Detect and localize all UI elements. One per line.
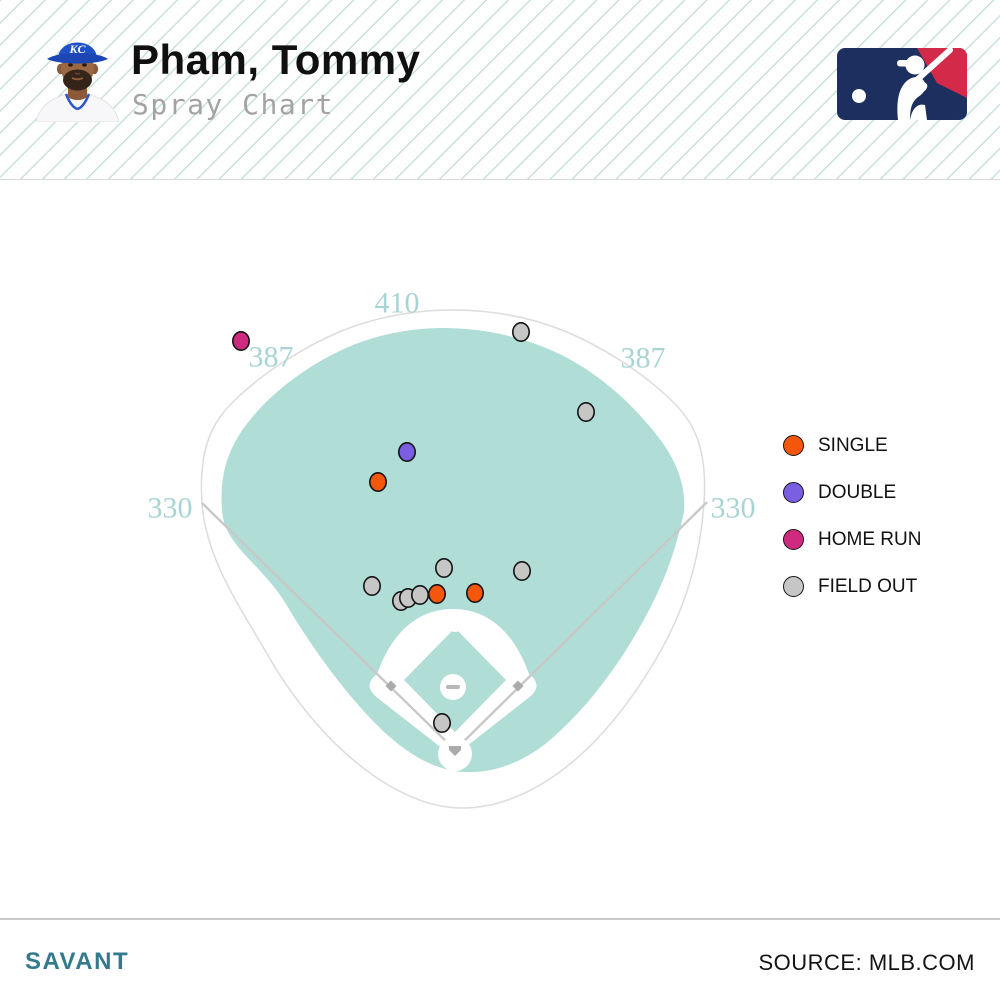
second-base-notch <box>447 616 463 632</box>
cap-logo-text: KC <box>68 42 86 56</box>
distance-label-387: 387 <box>621 342 666 375</box>
pitcher-rubber <box>446 685 460 689</box>
hit-points-layer <box>232 322 595 733</box>
page-title: Pham, Tommy <box>131 36 421 83</box>
hit-point-single[interactable] <box>465 582 484 603</box>
hit-point-field_out[interactable] <box>434 557 453 578</box>
third-base-marker <box>385 680 397 692</box>
mlb-logo-ball <box>852 89 866 103</box>
field-diagram: 410 387 387 330 330 <box>148 287 756 809</box>
foul-line-right <box>454 501 708 751</box>
foul-line-left <box>201 502 456 751</box>
mlb-logo-helmet-brim <box>897 60 916 67</box>
distance-label-410: 410 <box>375 287 420 320</box>
hit-point-home_run[interactable] <box>232 331 251 352</box>
distance-label-387: 387 <box>249 341 294 374</box>
distance-label-330: 330 <box>711 492 756 525</box>
first-base-marker <box>512 680 524 692</box>
field-out-swatch-icon <box>783 576 804 597</box>
legend-item-double[interactable]: DOUBLE <box>783 482 921 503</box>
home-run-swatch-icon <box>783 529 804 550</box>
legend-label: HOME RUN <box>818 528 922 550</box>
mlb-logo-batter-leg <box>910 104 927 120</box>
hit-point-field_out[interactable] <box>362 575 381 596</box>
single-swatch-icon <box>783 435 804 456</box>
double-swatch-icon <box>783 482 804 503</box>
hit-point-single[interactable] <box>427 583 446 604</box>
hit-point-single[interactable] <box>368 471 387 492</box>
legend: SINGLE DOUBLE HOME RUN FIELD OUT <box>783 435 921 623</box>
legend-item-home-run[interactable]: HOME RUN <box>783 529 921 550</box>
eye <box>68 63 73 67</box>
home-plate <box>449 746 461 756</box>
distance-labels: 410 387 387 330 330 <box>148 287 756 525</box>
distance-label-330: 330 <box>148 492 193 525</box>
source-credit: SOURCE: MLB.COM <box>758 950 975 975</box>
header: KC Pham, Tommy Spray Chart <box>0 0 1000 180</box>
mlb-logo-batter-arm <box>914 82 928 94</box>
eye <box>82 63 87 67</box>
savant-brand: SAVANT <box>25 948 130 975</box>
hit-point-double[interactable] <box>397 441 416 462</box>
hit-point-field_out[interactable] <box>512 560 531 581</box>
outfield-grass <box>221 328 685 773</box>
legend-item-field-out[interactable]: FIELD OUT <box>783 576 921 597</box>
nose <box>74 72 81 75</box>
hit-point-field_out[interactable] <box>576 402 595 423</box>
legend-label: FIELD OUT <box>818 575 918 597</box>
mlb-logo-red-corner <box>917 48 967 98</box>
hit-point-field_out[interactable] <box>432 712 451 733</box>
cap-brim <box>47 53 108 64</box>
mlb-logo-icon <box>837 48 967 120</box>
spray-chart-area: 410 387 387 330 330 SINGLE DOUBLE HOME RUN FIEL… <box>0 180 1000 918</box>
legend-label: SINGLE <box>818 434 888 456</box>
mouth <box>71 77 84 81</box>
legend-item-single[interactable]: SINGLE <box>783 435 921 456</box>
hit-point-field_out[interactable] <box>511 322 530 343</box>
jersey-collar-piping <box>64 93 91 111</box>
page-subtitle: Spray Chart <box>132 88 334 121</box>
player-headshot: KC <box>35 42 120 122</box>
legend-label: DOUBLE <box>818 481 897 503</box>
footer: SAVANT SOURCE: MLB.COM <box>0 918 1000 1000</box>
hit-point-field_out[interactable] <box>410 584 429 605</box>
